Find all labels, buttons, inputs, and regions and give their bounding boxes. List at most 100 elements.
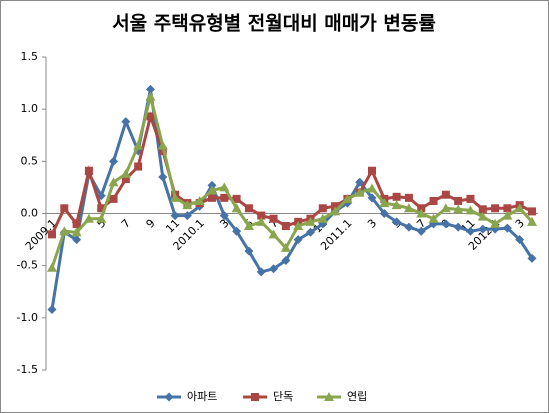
y-tick-label: 0.0 xyxy=(21,207,39,220)
marker xyxy=(121,117,131,127)
marker xyxy=(466,194,475,203)
marker xyxy=(72,235,82,245)
marker xyxy=(96,213,107,223)
marker xyxy=(157,140,168,150)
marker xyxy=(355,177,365,187)
chart-title: 서울 주택유형별 전월대비 매매가 변동률 xyxy=(112,13,436,35)
marker xyxy=(454,196,463,205)
y-tick-label: -0.5 xyxy=(17,259,38,272)
marker xyxy=(491,204,500,213)
marker xyxy=(477,211,488,221)
marker xyxy=(503,204,512,213)
marker xyxy=(83,213,94,223)
marker xyxy=(59,226,70,236)
marker xyxy=(453,204,464,214)
series-line xyxy=(50,111,533,236)
marker xyxy=(170,211,180,221)
marker xyxy=(269,214,278,223)
marker xyxy=(367,183,377,193)
marker xyxy=(108,177,119,187)
marker xyxy=(428,213,439,223)
y-tick-label: -1.0 xyxy=(17,311,38,324)
marker xyxy=(440,203,451,213)
marker xyxy=(527,253,537,263)
marker xyxy=(251,393,259,401)
marker xyxy=(194,195,205,205)
marker xyxy=(293,235,303,245)
legend-label: 단독 xyxy=(273,390,293,403)
marker xyxy=(207,180,217,190)
marker xyxy=(293,221,304,231)
marker xyxy=(220,193,229,202)
marker xyxy=(232,226,242,236)
marker xyxy=(317,213,328,223)
marker xyxy=(146,112,155,121)
y-tick-label: 1.5 xyxy=(21,50,39,63)
marker xyxy=(404,193,413,202)
marker xyxy=(417,204,426,213)
marker xyxy=(72,219,81,228)
marker xyxy=(379,198,390,208)
marker xyxy=(305,216,316,226)
marker xyxy=(268,229,279,239)
marker xyxy=(354,187,365,197)
marker xyxy=(280,242,291,252)
marker xyxy=(367,193,377,203)
marker xyxy=(244,204,253,213)
marker xyxy=(368,166,376,175)
marker xyxy=(465,226,475,236)
marker xyxy=(441,219,451,229)
marker xyxy=(84,166,93,175)
y-tick-label: 0.5 xyxy=(21,154,39,167)
marker xyxy=(256,267,266,277)
y-tick-label: -1.5 xyxy=(17,363,38,376)
marker xyxy=(281,222,290,231)
series-line xyxy=(50,96,534,269)
marker xyxy=(453,222,463,232)
marker xyxy=(305,227,315,237)
marker xyxy=(208,193,216,202)
marker xyxy=(232,194,241,203)
marker xyxy=(514,203,525,213)
marker xyxy=(515,235,525,245)
marker xyxy=(134,162,143,171)
marker xyxy=(97,204,106,213)
legend-label: 아파트 xyxy=(187,390,217,403)
marker xyxy=(502,210,513,220)
marker xyxy=(269,264,279,274)
marker xyxy=(47,304,57,314)
series-line xyxy=(50,89,534,310)
marker xyxy=(145,84,155,94)
marker xyxy=(109,194,118,203)
marker xyxy=(207,185,217,195)
legend-label: 연립 xyxy=(347,390,367,403)
marker xyxy=(281,255,291,265)
marker xyxy=(219,182,230,192)
marker xyxy=(182,211,192,221)
marker xyxy=(318,204,327,213)
marker xyxy=(502,223,512,233)
marker xyxy=(243,221,254,231)
marker xyxy=(490,218,501,228)
marker xyxy=(403,203,414,213)
marker xyxy=(528,207,536,216)
marker xyxy=(71,227,82,237)
marker xyxy=(164,392,174,402)
marker xyxy=(145,91,156,101)
marker xyxy=(324,392,334,401)
marker xyxy=(527,216,537,226)
marker xyxy=(429,196,438,205)
marker xyxy=(478,205,487,214)
marker xyxy=(48,230,56,239)
marker xyxy=(416,226,426,236)
marker xyxy=(441,190,450,199)
marker xyxy=(379,209,389,218)
marker xyxy=(392,192,401,201)
marker xyxy=(120,168,131,178)
marker xyxy=(182,200,193,210)
marker xyxy=(109,156,119,166)
marker xyxy=(158,172,168,182)
marker xyxy=(219,211,229,221)
marker xyxy=(121,175,130,184)
